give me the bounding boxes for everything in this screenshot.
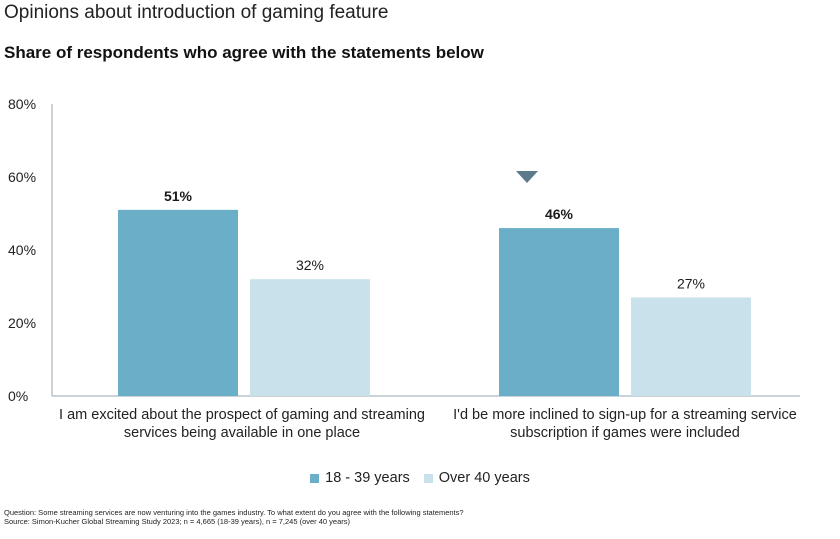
chart-title: Opinions about introduction of gaming fe… (4, 2, 389, 23)
legend-swatch-old (423, 473, 433, 483)
y-tick-label: 40% (8, 242, 36, 258)
y-tick-label: 80% (8, 96, 36, 112)
bar-chart: 0% 20% 40% 60% 80% 51% 46% 32% 27% I am excited a… (8, 96, 800, 441)
down-triangle-marker-icon (516, 171, 538, 183)
legend-swatch-young (310, 473, 320, 483)
y-tick-label: 0% (8, 388, 28, 404)
bar-young-1 (499, 228, 619, 396)
chart-subtitle: Share of respondents who agree with the … (4, 43, 484, 62)
y-tick-label: 60% (8, 169, 36, 185)
data-label: 51% (164, 188, 193, 204)
legend-label-old: Over 40 years (438, 470, 530, 486)
data-label: 46% (545, 206, 574, 222)
category-label: I'd be more inclined to sign-up for a st… (453, 407, 797, 423)
legend-label-young: 18 - 39 years (325, 470, 410, 486)
bar-young-0 (118, 209, 238, 396)
category-label: I am excited about the prospect of gamin… (59, 407, 425, 423)
data-label: 32% (296, 257, 324, 273)
legend-item-young: 18 - 39 years (310, 470, 410, 486)
footnote-source: Source: Simon-Kucher Global Streaming St… (4, 517, 351, 526)
category-label: subscription if games were included (510, 425, 740, 441)
bar-old-0 (250, 279, 370, 396)
footnote-question: Question: Some streaming services are no… (4, 508, 464, 517)
bar-old-1 (631, 297, 751, 396)
category-label: services being available in one place (124, 425, 360, 441)
y-tick-label: 20% (8, 315, 36, 331)
data-label: 27% (677, 275, 705, 291)
legend: 18 - 39 years Over 40 years (0, 470, 840, 486)
legend-item-old: Over 40 years (423, 470, 530, 486)
